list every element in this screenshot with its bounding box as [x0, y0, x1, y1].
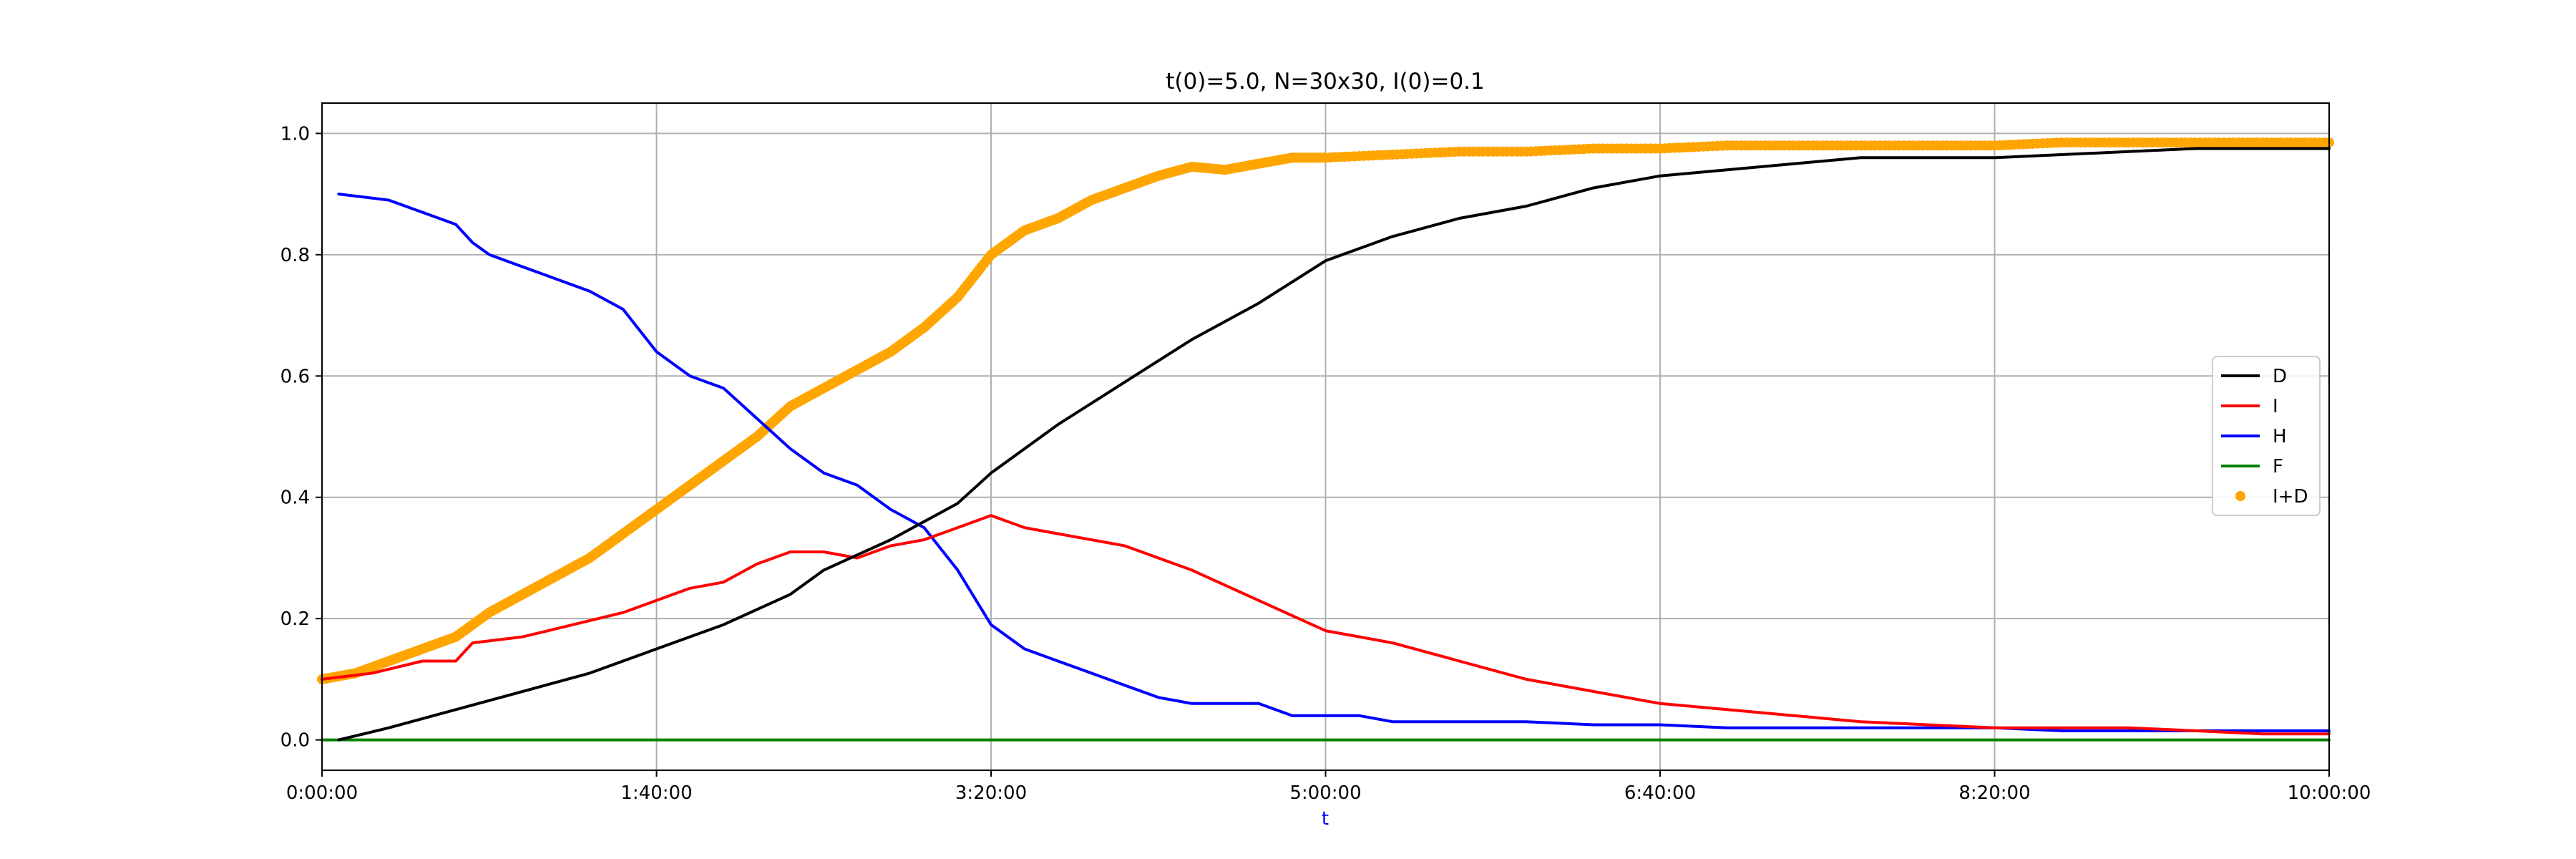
legend-label-f: F — [2273, 456, 2283, 477]
series-line-h — [337, 193, 2331, 732]
legend-label-h: H — [2273, 426, 2287, 447]
series-line-d — [337, 147, 2331, 742]
x-tick-label: 0:00:00 — [286, 782, 358, 804]
legend-label-d: D — [2273, 366, 2287, 387]
x-axis-label: t — [1322, 808, 1329, 830]
series-line-i — [321, 514, 2331, 736]
x-tick-label: 1:40:00 — [620, 782, 692, 804]
x-tick-label: 5:00:00 — [1289, 782, 1361, 804]
x-tick-label: 10:00:00 — [2288, 782, 2371, 804]
series-layer — [317, 137, 2334, 742]
y-tick-label: 0.4 — [280, 487, 310, 509]
y-tick-label: 1.0 — [280, 123, 310, 145]
legend-label-i: I — [2273, 396, 2278, 417]
legend-marker-i-d — [2235, 491, 2245, 501]
y-tick-label: 0.0 — [280, 730, 310, 752]
chart-title: t(0)=5.0, N=30x30, I(0)=0.1 — [1166, 69, 1485, 94]
x-tick-label: 3:20:00 — [955, 782, 1027, 804]
y-tick-label: 0.6 — [280, 366, 310, 387]
y-tick-label: 0.8 — [280, 245, 310, 266]
legend-label-i-d: I+D — [2273, 486, 2308, 508]
axis-ticks: 0:00:00 1:40:00 3:20:00 5:00:00 6:40:00 8:20:… — [280, 123, 2371, 804]
x-tick-label: 8:20:00 — [1958, 782, 2030, 804]
y-tick-label: 0.2 — [280, 608, 310, 630]
x-tick-label: 6:40:00 — [1624, 782, 1696, 804]
legend-box — [2212, 356, 2321, 516]
